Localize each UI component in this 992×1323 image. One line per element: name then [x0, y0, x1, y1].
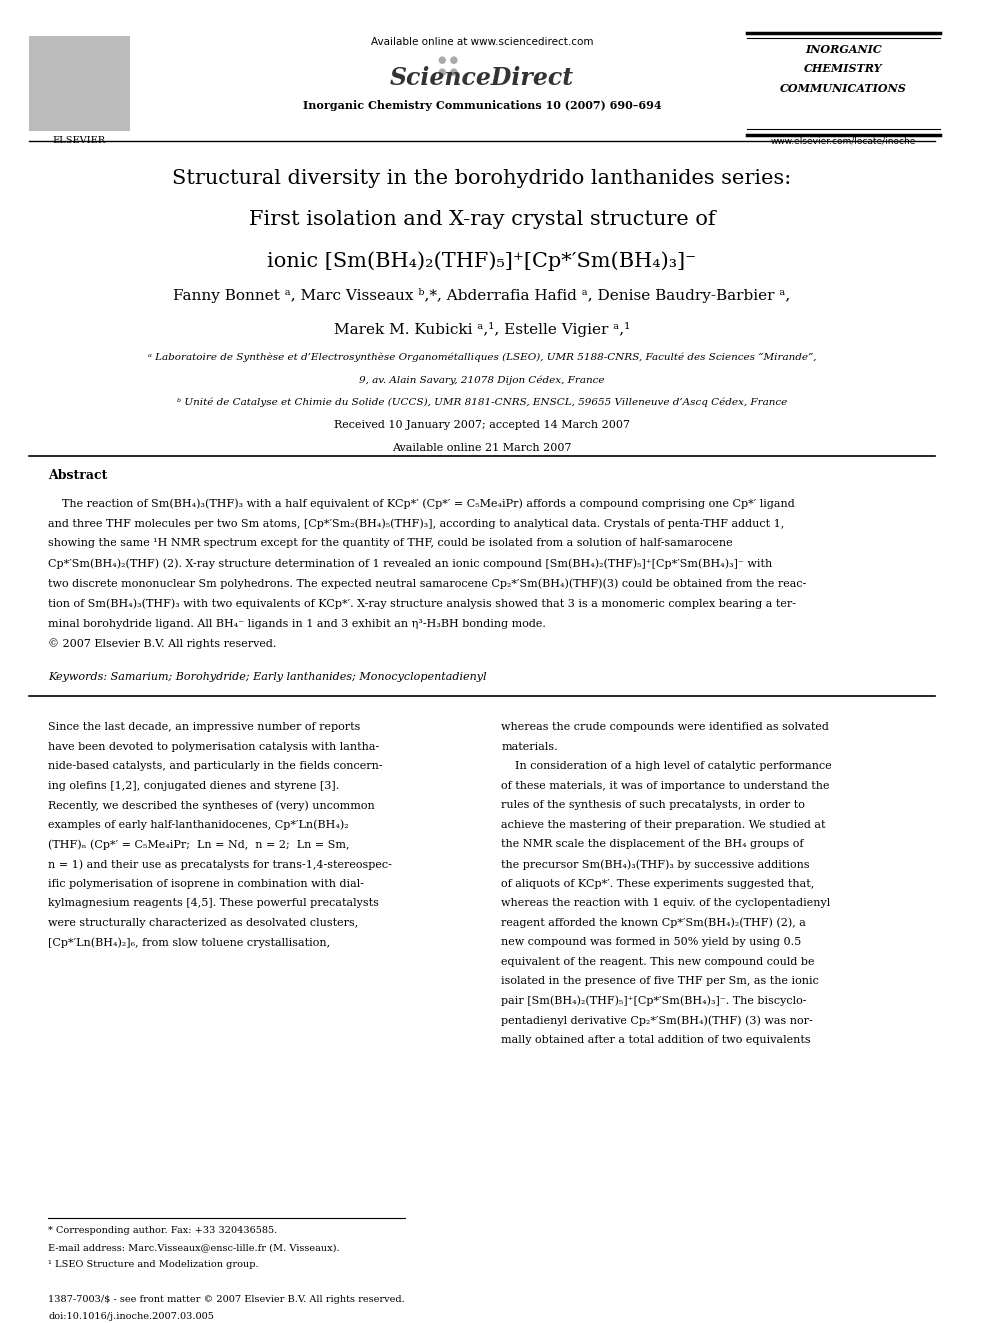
Text: ScienceDirect: ScienceDirect — [390, 66, 574, 90]
Text: Keywords: Samarium; Borohydride; Early lanthanides; Monocyclopentadienyl: Keywords: Samarium; Borohydride; Early l… — [49, 672, 487, 681]
Text: pair [Sm(BH₄)₂(THF)₅]⁺[Cp*′Sm(BH₄)₃]⁻. The biscyclo-: pair [Sm(BH₄)₂(THF)₅]⁺[Cp*′Sm(BH₄)₃]⁻. T… — [501, 996, 806, 1007]
Text: materials.: materials. — [501, 742, 558, 751]
Text: ific polymerisation of isoprene in combination with dial-: ific polymerisation of isoprene in combi… — [49, 878, 364, 889]
Text: ᵃ Laboratoire de Synthèse et d’Electrosynthèse Organométalliques (LSEO), UMR 518: ᵃ Laboratoire de Synthèse et d’Electrosy… — [148, 353, 816, 363]
Text: CHEMISTRY: CHEMISTRY — [805, 64, 883, 74]
Text: of aliquots of KCp*′. These experiments suggested that,: of aliquots of KCp*′. These experiments … — [501, 878, 814, 889]
Text: ing olefins [1,2], conjugated dienes and styrene [3].: ing olefins [1,2], conjugated dienes and… — [49, 781, 339, 791]
Text: Available online at www.sciencedirect.com: Available online at www.sciencedirect.co… — [371, 37, 593, 48]
Text: new compound was formed in 50% yield by using 0.5: new compound was formed in 50% yield by … — [501, 937, 802, 947]
Text: The reaction of Sm(BH₄)₃(THF)₃ with a half equivalent of KCp*′ (Cp*′ = C₅Me₄iPr): The reaction of Sm(BH₄)₃(THF)₃ with a ha… — [49, 497, 795, 508]
Text: examples of early half-lanthanidocenes, Cp*′Ln(BH₄)₂: examples of early half-lanthanidocenes, … — [49, 820, 349, 831]
Text: Since the last decade, an impressive number of reports: Since the last decade, an impressive num… — [49, 722, 360, 732]
Text: INORGANIC: INORGANIC — [806, 44, 882, 54]
Text: achieve the mastering of their preparation. We studied at: achieve the mastering of their preparati… — [501, 820, 825, 830]
Text: whereas the crude compounds were identified as solvated: whereas the crude compounds were identif… — [501, 722, 829, 732]
Text: two discrete mononuclear Sm polyhedrons. The expected neutral samarocene Cp₂*′Sm: two discrete mononuclear Sm polyhedrons.… — [49, 578, 806, 589]
Text: doi:10.1016/j.inoche.2007.03.005: doi:10.1016/j.inoche.2007.03.005 — [49, 1312, 214, 1320]
Text: isolated in the presence of five THF per Sm, as the ionic: isolated in the presence of five THF per… — [501, 976, 819, 987]
Text: n = 1) and their use as precatalysts for trans-1,4-stereospec-: n = 1) and their use as precatalysts for… — [49, 859, 392, 869]
Text: First isolation and X-ray crystal structure of: First isolation and X-ray crystal struct… — [249, 210, 715, 229]
FancyBboxPatch shape — [29, 36, 130, 131]
Text: nide-based catalysts, and particularly in the fields concern-: nide-based catalysts, and particularly i… — [49, 761, 383, 771]
Text: pentadienyl derivative Cp₂*′Sm(BH₄)(THF) (3) was nor-: pentadienyl derivative Cp₂*′Sm(BH₄)(THF)… — [501, 1016, 813, 1025]
Text: ionic [Sm(BH₄)₂(THF)₅]⁺[Cp*′Sm(BH₄)₃]⁻: ionic [Sm(BH₄)₂(THF)₅]⁺[Cp*′Sm(BH₄)₃]⁻ — [268, 251, 696, 271]
Text: and three THF molecules per two Sm atoms, [Cp*′Sm₂(BH₄)₅(THF)₃], according to an: and three THF molecules per two Sm atoms… — [49, 519, 785, 529]
Text: tion of Sm(BH₄)₃(THF)₃ with two equivalents of KCp*′. X-ray structure analysis s: tion of Sm(BH₄)₃(THF)₃ with two equivale… — [49, 598, 797, 609]
Text: Structural diversity in the borohydrido lanthanides series:: Structural diversity in the borohydrido … — [173, 169, 792, 188]
Text: kylmagnesium reagents [4,5]. These powerful precatalysts: kylmagnesium reagents [4,5]. These power… — [49, 898, 379, 908]
Text: © 2007 Elsevier B.V. All rights reserved.: © 2007 Elsevier B.V. All rights reserved… — [49, 639, 277, 650]
Text: Fanny Bonnet ᵃ, Marc Visseaux ᵇ,*, Abderrafia Hafid ᵃ, Denise Baudry-Barbier ᵃ,: Fanny Bonnet ᵃ, Marc Visseaux ᵇ,*, Abder… — [174, 288, 791, 303]
Text: reagent afforded the known Cp*′Sm(BH₄)₂(THF) (2), a: reagent afforded the known Cp*′Sm(BH₄)₂(… — [501, 918, 806, 929]
Text: Inorganic Chemistry Communications 10 (2007) 690–694: Inorganic Chemistry Communications 10 (2… — [303, 101, 662, 111]
Text: Received 10 January 2007; accepted 14 March 2007: Received 10 January 2007; accepted 14 Ma… — [334, 421, 630, 430]
Text: rules of the synthesis of such precatalysts, in order to: rules of the synthesis of such precataly… — [501, 800, 806, 811]
Text: ᵇ Unité de Catalyse et Chimie du Solide (UCCS), UMR 8181-CNRS, ENSCL, 59655 Vill: ᵇ Unité de Catalyse et Chimie du Solide … — [177, 398, 787, 407]
Text: In consideration of a high level of catalytic performance: In consideration of a high level of cata… — [501, 761, 832, 771]
Text: Recently, we described the syntheses of (very) uncommon: Recently, we described the syntheses of … — [49, 800, 375, 811]
Text: Cp*′Sm(BH₄)₂(THF) (2). X-ray structure determination of 1 revealed an ionic comp: Cp*′Sm(BH₄)₂(THF) (2). X-ray structure d… — [49, 558, 773, 569]
Text: ¹ LSEO Structure and Modelization group.: ¹ LSEO Structure and Modelization group. — [49, 1261, 259, 1269]
Text: 1387-7003/$ - see front matter © 2007 Elsevier B.V. All rights reserved.: 1387-7003/$ - see front matter © 2007 El… — [49, 1295, 405, 1303]
Text: whereas the reaction with 1 equiv. of the cyclopentadienyl: whereas the reaction with 1 equiv. of th… — [501, 898, 830, 908]
Text: the precursor Sm(BH₄)₃(THF)₃ by successive additions: the precursor Sm(BH₄)₃(THF)₃ by successi… — [501, 859, 809, 869]
Text: showing the same ¹H NMR spectrum except for the quantity of THF, could be isolat: showing the same ¹H NMR spectrum except … — [49, 538, 733, 548]
Text: COMMUNICATIONS: COMMUNICATIONS — [780, 83, 907, 94]
Text: ELSEVIER: ELSEVIER — [53, 136, 105, 146]
Text: mally obtained after a total addition of two equivalents: mally obtained after a total addition of… — [501, 1035, 810, 1045]
Text: 9, av. Alain Savary, 21078 Dijon Cédex, France: 9, av. Alain Savary, 21078 Dijon Cédex, … — [359, 376, 605, 385]
Text: (THF)ₙ (Cp*′ = C₅Me₄iPr;  Ln = Nd,  n = 2;  Ln = Sm,: (THF)ₙ (Cp*′ = C₅Me₄iPr; Ln = Nd, n = 2;… — [49, 840, 350, 849]
Text: the NMR scale the displacement of the BH₄ groups of: the NMR scale the displacement of the BH… — [501, 840, 804, 849]
Text: Available online 21 March 2007: Available online 21 March 2007 — [392, 443, 571, 452]
Text: [Cp*′Ln(BH₄)₂]₆, from slow toluene crystallisation,: [Cp*′Ln(BH₄)₂]₆, from slow toluene cryst… — [49, 937, 330, 947]
Text: Abstract: Abstract — [49, 468, 107, 482]
Text: Marek M. Kubicki ᵃ,¹, Estelle Vigier ᵃ,¹: Marek M. Kubicki ᵃ,¹, Estelle Vigier ᵃ,¹ — [334, 323, 630, 337]
Text: E-mail address: Marc.Visseaux@ensc-lille.fr (M. Visseaux).: E-mail address: Marc.Visseaux@ensc-lille… — [49, 1244, 340, 1252]
Text: were structurally characterized as desolvated clusters,: were structurally characterized as desol… — [49, 918, 358, 927]
Text: www.elsevier.com/locate/inoche: www.elsevier.com/locate/inoche — [771, 136, 917, 146]
Text: ● ●
● ●: ● ● ● ● — [438, 56, 458, 77]
Text: equivalent of the reagent. This new compound could be: equivalent of the reagent. This new comp… — [501, 957, 814, 967]
Text: minal borohydride ligand. All BH₄⁻ ligands in 1 and 3 exhibit an η³-H₃BH bonding: minal borohydride ligand. All BH₄⁻ ligan… — [49, 619, 546, 628]
Text: * Corresponding author. Fax: +33 320436585.: * Corresponding author. Fax: +33 3204365… — [49, 1226, 278, 1234]
Text: have been devoted to polymerisation catalysis with lantha-: have been devoted to polymerisation cata… — [49, 742, 380, 751]
Text: of these materials, it was of importance to understand the: of these materials, it was of importance… — [501, 781, 829, 791]
